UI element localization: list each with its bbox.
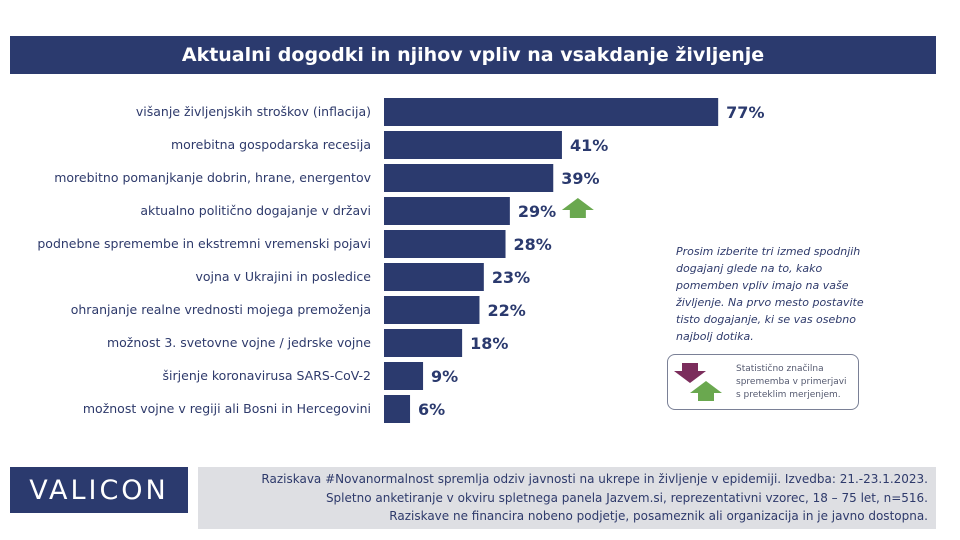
footer-info: Raziskava #Novanormalnost spremlja odziv… (198, 467, 936, 529)
bar (384, 263, 484, 291)
legend-up-arrow-icon (690, 381, 722, 401)
value-label: 23% (492, 268, 530, 287)
bar (384, 197, 510, 225)
category-label: morebitna gospodarska recesija (171, 137, 371, 152)
value-label: 9% (431, 367, 458, 386)
category-label: vojna v Ukrajini in posledice (195, 269, 371, 284)
bar (384, 296, 480, 324)
category-label: višanje življenjskih stroškov (inflacija… (136, 104, 371, 119)
value-label: 18% (470, 334, 508, 353)
category-label: možnost 3. svetovne vojne / jedrske vojn… (107, 335, 371, 350)
bar (384, 395, 411, 423)
category-label: podnebne spremembe in ekstremni vremensk… (37, 236, 371, 251)
value-label: 77% (726, 103, 764, 122)
value-label: 6% (418, 400, 445, 419)
bar (384, 131, 562, 159)
legend-arrows-icon (674, 363, 722, 401)
valicon-logo: VALICON (10, 467, 188, 513)
bar (384, 230, 506, 258)
category-label: možnost vojne v regiji ali Bosni in Herc… (83, 401, 371, 416)
category-label: ohranjanje realne vrednosti mojega premo… (71, 302, 371, 317)
bar (384, 329, 463, 357)
category-label: morebitno pomanjkanje dobrin, hrane, ene… (54, 170, 371, 185)
bar (384, 164, 554, 192)
legend-down-arrow-icon (674, 363, 706, 383)
value-label: 39% (561, 169, 599, 188)
category-label: širjenje koronavirusa SARS-CoV-2 (163, 368, 371, 383)
legend-text: Statistično značilna sprememba v primerj… (736, 364, 847, 400)
footer-line: Raziskave ne financira nobeno podjetje, … (389, 509, 928, 523)
significance-legend: Statistično značilna sprememba v primerj… (667, 354, 859, 410)
value-label: 28% (514, 235, 552, 254)
increase-arrow-icon (561, 198, 594, 218)
bar (384, 362, 424, 390)
category-label: aktualno politično dogajanje v državi (140, 203, 371, 218)
bar (384, 98, 719, 126)
value-label: 41% (570, 136, 608, 155)
value-label: 22% (487, 301, 525, 320)
survey-question-note: Prosim izberite tri izmed spodnjih dogaj… (676, 245, 864, 343)
chart-title: Aktualni dogodki in njihov vpliv na vsak… (10, 36, 936, 74)
value-label: 29% (518, 202, 556, 221)
footer-line: Spletno anketiranje v okviru spletnega p… (325, 490, 928, 505)
footer-line: Raziskava #Novanormalnost spremlja odziv… (261, 472, 928, 486)
